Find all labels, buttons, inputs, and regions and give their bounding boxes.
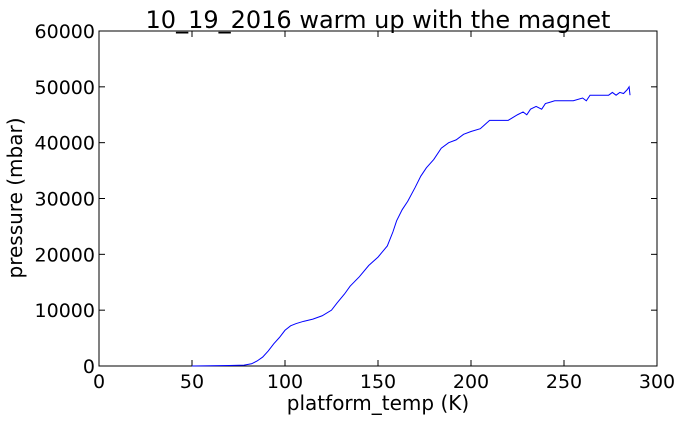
x-tick-labels: 0 50 100 150 200 250 300 — [93, 371, 675, 393]
x-tick-label: 50 — [180, 371, 204, 393]
y-tick-label: 20000 — [35, 244, 95, 266]
x-tick-label: 0 — [93, 371, 105, 393]
y-tick-label: 40000 — [35, 133, 95, 155]
chart-title: 10_19_2016 warm up with the magnet — [146, 6, 611, 34]
pressure-series-line — [191, 85, 631, 367]
x-tick-label: 200 — [453, 371, 489, 393]
x-tick-label: 250 — [546, 371, 582, 393]
tick-marks — [98, 30, 658, 367]
plot-frame — [98, 30, 658, 367]
y-tick-label: 50000 — [35, 77, 95, 99]
y-tick-label: 10000 — [35, 300, 95, 322]
y-tick-labels: 0 10000 20000 30000 40000 50000 60000 — [35, 21, 95, 378]
y-tick-label: 30000 — [35, 189, 95, 211]
x-tick-label: 150 — [360, 371, 396, 393]
x-axis-label: platform_temp (K) — [287, 391, 469, 415]
y-axis-label: pressure (mbar) — [3, 117, 27, 278]
y-tick-label: 0 — [83, 356, 95, 378]
x-tick-label: 100 — [267, 371, 303, 393]
y-tick-label: 60000 — [35, 21, 95, 43]
x-tick-label: 300 — [639, 371, 675, 393]
